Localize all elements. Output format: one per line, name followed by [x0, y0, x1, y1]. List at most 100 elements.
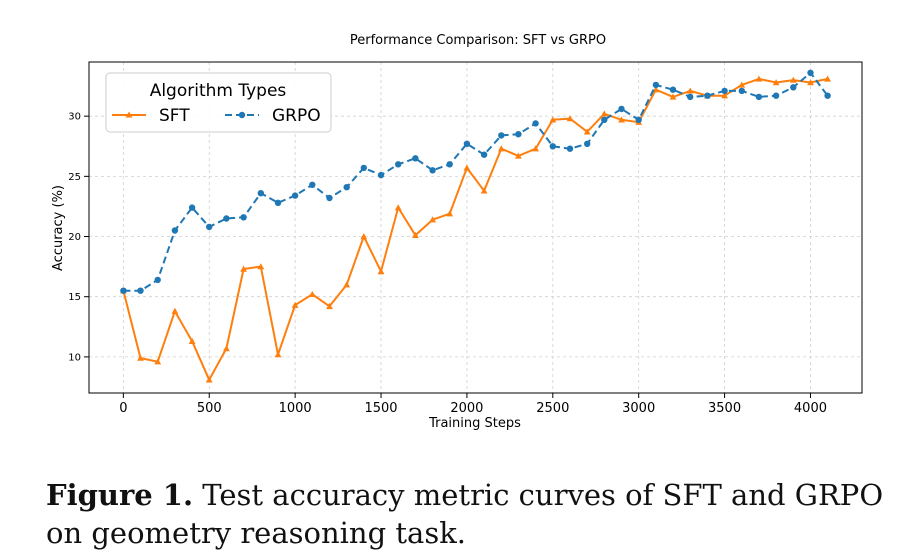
data-point-sft	[686, 87, 694, 94]
data-point-grpo	[463, 140, 471, 147]
data-point-sft	[532, 145, 539, 152]
data-point-sft	[171, 307, 179, 314]
data-point-sft	[412, 231, 419, 238]
data-point-sft	[446, 210, 454, 217]
data-point-sft	[463, 164, 471, 171]
data-point-sft	[789, 76, 797, 83]
data-point-grpo	[429, 167, 436, 174]
y-tick-label: 20	[68, 232, 81, 243]
y-axis-label: Accuracy (%)	[51, 185, 66, 271]
data-point-grpo	[772, 92, 780, 99]
x-tick-label: 1000	[279, 401, 312, 416]
series-grpo	[120, 69, 831, 294]
data-point-grpo	[223, 215, 230, 222]
y-tick-label: 30	[68, 112, 81, 123]
y-tick-label: 25	[68, 172, 81, 183]
data-point-sft	[223, 345, 230, 352]
data-point-grpo	[309, 181, 316, 188]
data-point-grpo	[635, 116, 642, 124]
data-point-sft	[497, 145, 505, 152]
legend-marker-grpo	[238, 111, 246, 119]
plot-frame	[88, 61, 863, 394]
data-point-sft	[755, 75, 763, 82]
data-point-grpo	[566, 145, 574, 152]
data-point-sft	[807, 79, 814, 86]
data-point-grpo	[137, 287, 144, 294]
legend-label-sft: SFT	[159, 106, 190, 126]
data-point-grpo	[480, 151, 488, 158]
legend: Algorithm Types SFT GRPO	[105, 72, 332, 133]
data-point-sft	[669, 93, 677, 100]
data-point-grpo	[515, 131, 522, 138]
data-point-grpo	[120, 287, 127, 294]
data-point-sft	[515, 152, 522, 159]
data-point-grpo	[601, 116, 608, 124]
data-point-sft	[394, 204, 402, 211]
x-ticks: 0 500 1000 1500 2000 2500 3000 3500 4000	[119, 393, 827, 416]
caption-text: Test accuracy metric curves of SFT and G…	[46, 478, 884, 550]
data-point-sft	[583, 128, 591, 135]
data-point-grpo	[669, 86, 677, 93]
data-point-sft	[154, 358, 162, 365]
x-tick-label: 1500	[364, 401, 397, 416]
x-axis-label: Training Steps	[428, 416, 521, 431]
x-tick-label: 500	[197, 401, 222, 416]
y-tick-label: 10	[68, 352, 81, 363]
data-point-sft	[308, 290, 316, 297]
data-point-grpo	[240, 214, 247, 221]
data-point-grpo	[807, 69, 814, 77]
data-point-grpo	[618, 105, 625, 113]
data-point-grpo	[154, 276, 161, 284]
data-point-sft	[257, 263, 265, 270]
data-point-grpo	[584, 140, 591, 147]
x-tick-label: 0	[119, 401, 127, 416]
data-point-sft	[618, 116, 625, 123]
data-point-sft	[721, 92, 728, 99]
caption-label: Figure 1.	[46, 478, 194, 512]
data-point-grpo	[549, 143, 556, 150]
y-ticks: 10 15 20 25 30	[68, 112, 89, 363]
data-point-grpo	[343, 184, 350, 191]
data-point-grpo	[704, 92, 711, 99]
data-point-sft	[137, 354, 144, 361]
data-point-sft	[549, 116, 557, 123]
data-point-sft	[274, 351, 282, 358]
data-point-grpo	[291, 192, 299, 199]
data-point-sft	[343, 281, 351, 288]
y-tick-label: 15	[68, 292, 81, 303]
x-tick-label: 4000	[794, 401, 827, 416]
data-point-grpo	[652, 81, 660, 89]
data-point-grpo	[395, 161, 402, 168]
data-point-sft	[772, 79, 780, 86]
data-point-sft	[480, 187, 488, 194]
data-point-grpo	[171, 227, 179, 234]
data-point-grpo	[377, 171, 385, 179]
data-point-sft	[188, 337, 196, 344]
x-tick-label: 3500	[708, 401, 741, 416]
data-point-sft	[824, 75, 831, 82]
data-point-grpo	[257, 190, 264, 197]
data-point-grpo	[790, 84, 797, 91]
x-tick-label: 2000	[450, 401, 483, 416]
legend-label-grpo: GRPO	[272, 106, 321, 126]
data-point-sft	[566, 115, 574, 122]
data-point-grpo	[738, 87, 745, 95]
data-point-grpo	[326, 194, 333, 202]
x-tick-label: 3000	[622, 401, 655, 416]
data-point-grpo	[446, 161, 453, 168]
data-point-sft	[377, 268, 385, 275]
data-point-sft	[360, 233, 368, 240]
data-point-sft	[326, 302, 333, 310]
data-point-grpo	[824, 92, 831, 99]
data-point-grpo	[755, 93, 763, 101]
data-point-sft	[738, 81, 746, 88]
data-point-grpo	[206, 223, 213, 231]
data-point-sft	[291, 301, 299, 308]
legend-box	[105, 72, 332, 133]
data-point-grpo	[412, 155, 419, 162]
data-point-sft	[240, 265, 247, 272]
data-point-grpo	[188, 204, 196, 211]
data-point-sft	[652, 86, 660, 93]
data-point-grpo	[498, 132, 505, 139]
legend-title: Algorithm Types	[150, 81, 287, 101]
